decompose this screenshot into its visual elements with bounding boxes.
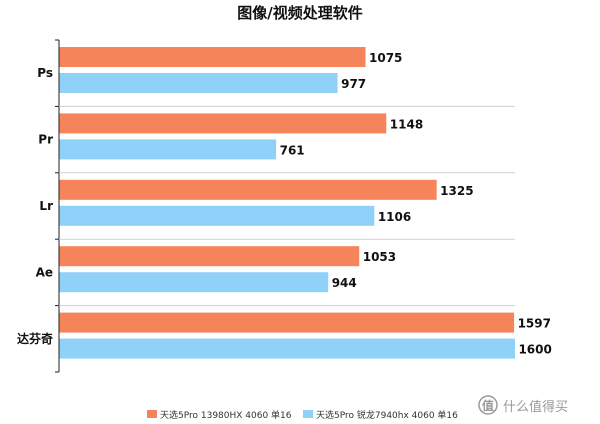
bar-series-2 — [59, 73, 338, 93]
data-label: 1148 — [390, 117, 423, 131]
category-label: 达芬奇 — [17, 331, 53, 346]
legend-label-series-1: 天选5Pro 13980HX 4060 单16 — [160, 409, 292, 421]
category-label: Pr — [38, 133, 53, 147]
legend-label-series-2: 天选5Pro 锐龙7940hx 4060 单16 — [316, 409, 458, 421]
data-label: 944 — [332, 276, 357, 290]
data-label: 1053 — [363, 250, 396, 264]
data-label: 1597 — [518, 317, 551, 331]
category-label: Ae — [36, 265, 53, 279]
data-label: 977 — [341, 77, 366, 91]
watermark: 值 什么值得买 — [478, 395, 568, 415]
data-label: 1600 — [518, 343, 551, 357]
category-label: Ps — [37, 66, 53, 80]
legend-swatch-series-1 — [147, 410, 157, 418]
data-label: 1075 — [369, 51, 402, 65]
data-label: 761 — [280, 143, 305, 157]
bar-series-1 — [59, 113, 387, 134]
category-label: Lr — [39, 199, 53, 213]
legend: 天选5Pro 13980HX 4060 单16 天选5Pro 锐龙7940hx … — [147, 409, 458, 421]
data-label: 1325 — [440, 184, 473, 198]
bar-series-1 — [59, 246, 360, 267]
data-label: 1106 — [378, 210, 411, 224]
smzdm-value-icon: 值 — [478, 395, 498, 415]
bar-series-1 — [59, 179, 437, 200]
svg-text:值: 值 — [482, 398, 494, 413]
bar-series-2 — [59, 338, 515, 359]
bar-series-1 — [59, 47, 366, 67]
bar-series-2 — [59, 272, 329, 293]
bar-series-1 — [59, 312, 515, 333]
bar-series-2 — [59, 205, 375, 226]
watermark-text: 什么值得买 — [503, 399, 568, 415]
chart-title: 图像/视频处理软件 — [237, 4, 362, 22]
legend-swatch-series-2 — [303, 410, 313, 418]
bar-series-2 — [59, 139, 277, 160]
